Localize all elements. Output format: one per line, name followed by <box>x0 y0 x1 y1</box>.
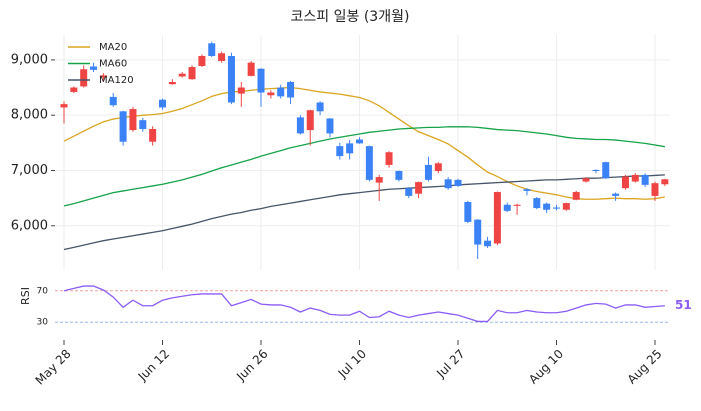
candle-body <box>178 73 186 77</box>
candle-body <box>543 203 551 210</box>
x-tick-label: May 28 <box>33 347 74 388</box>
candle-body <box>424 164 432 180</box>
candle-body <box>316 102 324 112</box>
y-tick-label: 70 <box>37 286 49 296</box>
candle-body <box>484 240 492 247</box>
candle-body <box>237 87 245 94</box>
candle-body <box>553 207 560 209</box>
candle-body <box>493 192 501 244</box>
candle-body <box>188 67 196 80</box>
candle-body <box>513 204 521 206</box>
candle-body <box>602 162 610 179</box>
candle-body <box>208 43 216 57</box>
y-tick-label: 9,000 <box>11 52 48 67</box>
candle-body <box>227 56 235 103</box>
line <box>63 126 665 207</box>
candle-body <box>385 152 393 165</box>
candle-body <box>661 179 669 185</box>
candle-body <box>434 163 442 172</box>
candle-body <box>444 179 452 189</box>
candle-body <box>651 183 659 196</box>
candle-body <box>612 193 620 196</box>
candle-body <box>346 143 354 154</box>
candle-body <box>562 203 570 210</box>
x-tick-label: Jun 12 <box>135 347 172 384</box>
candle-body <box>326 118 334 134</box>
candle-body <box>395 171 403 180</box>
candle-body <box>503 204 511 211</box>
candle-body <box>415 182 423 194</box>
candle-body <box>592 169 600 172</box>
candle-body <box>375 177 383 183</box>
candle-body <box>356 139 363 144</box>
candle-body <box>257 68 265 93</box>
candle-body <box>287 82 295 98</box>
candle-body <box>80 69 88 87</box>
legend-label: MA60 <box>99 59 127 70</box>
line <box>63 285 665 323</box>
candle-body <box>621 176 629 189</box>
y-tick-label: 8,000 <box>11 108 48 123</box>
y-tick-label: 6,000 <box>11 218 48 233</box>
candle-body <box>149 129 157 142</box>
candle-body <box>90 66 98 70</box>
x-tick-label: Jul 27 <box>433 347 467 381</box>
y-tick-label: 30 <box>37 318 49 328</box>
candle-body <box>296 117 304 134</box>
candle-body <box>139 120 147 129</box>
candle-body <box>198 56 206 66</box>
x-tick-label: Jul 10 <box>335 347 369 381</box>
value-label: 51 <box>675 298 692 312</box>
candle-body <box>267 92 275 96</box>
x-tick-label: Jun 26 <box>233 347 270 384</box>
candle-body <box>99 75 107 78</box>
legend-label: MA20 <box>99 42 127 53</box>
candle-body <box>533 198 541 209</box>
candle-body <box>109 96 117 106</box>
candle-body <box>129 109 137 131</box>
candle-body <box>168 82 176 85</box>
candle-body <box>572 192 580 200</box>
candle-body <box>582 178 590 182</box>
candle-body <box>405 188 413 196</box>
candle-body <box>159 99 166 108</box>
legend-label: MA120 <box>99 75 134 86</box>
candle-body <box>60 104 68 108</box>
candle-body <box>306 110 314 131</box>
candle-body <box>454 179 462 186</box>
candle-body <box>365 146 373 180</box>
candle-body <box>474 219 482 245</box>
y-axis-label: RSI <box>19 287 32 305</box>
candle-body <box>641 174 649 185</box>
candle-body <box>523 189 531 191</box>
candle-body <box>247 62 255 76</box>
line <box>63 174 665 251</box>
candle-body <box>119 111 127 142</box>
y-tick-label: 7,000 <box>11 163 48 178</box>
candle-body <box>70 87 78 92</box>
candle-body <box>277 87 285 97</box>
candle-body <box>631 174 639 182</box>
chart-title: 코스피 일봉 (3개월) <box>291 9 410 25</box>
line <box>63 86 665 200</box>
x-tick-label: Aug 10 <box>526 347 566 387</box>
candle-body <box>218 53 226 61</box>
candle-body <box>464 201 472 222</box>
x-tick-label: Aug 25 <box>625 347 665 387</box>
candle-body <box>336 146 344 157</box>
